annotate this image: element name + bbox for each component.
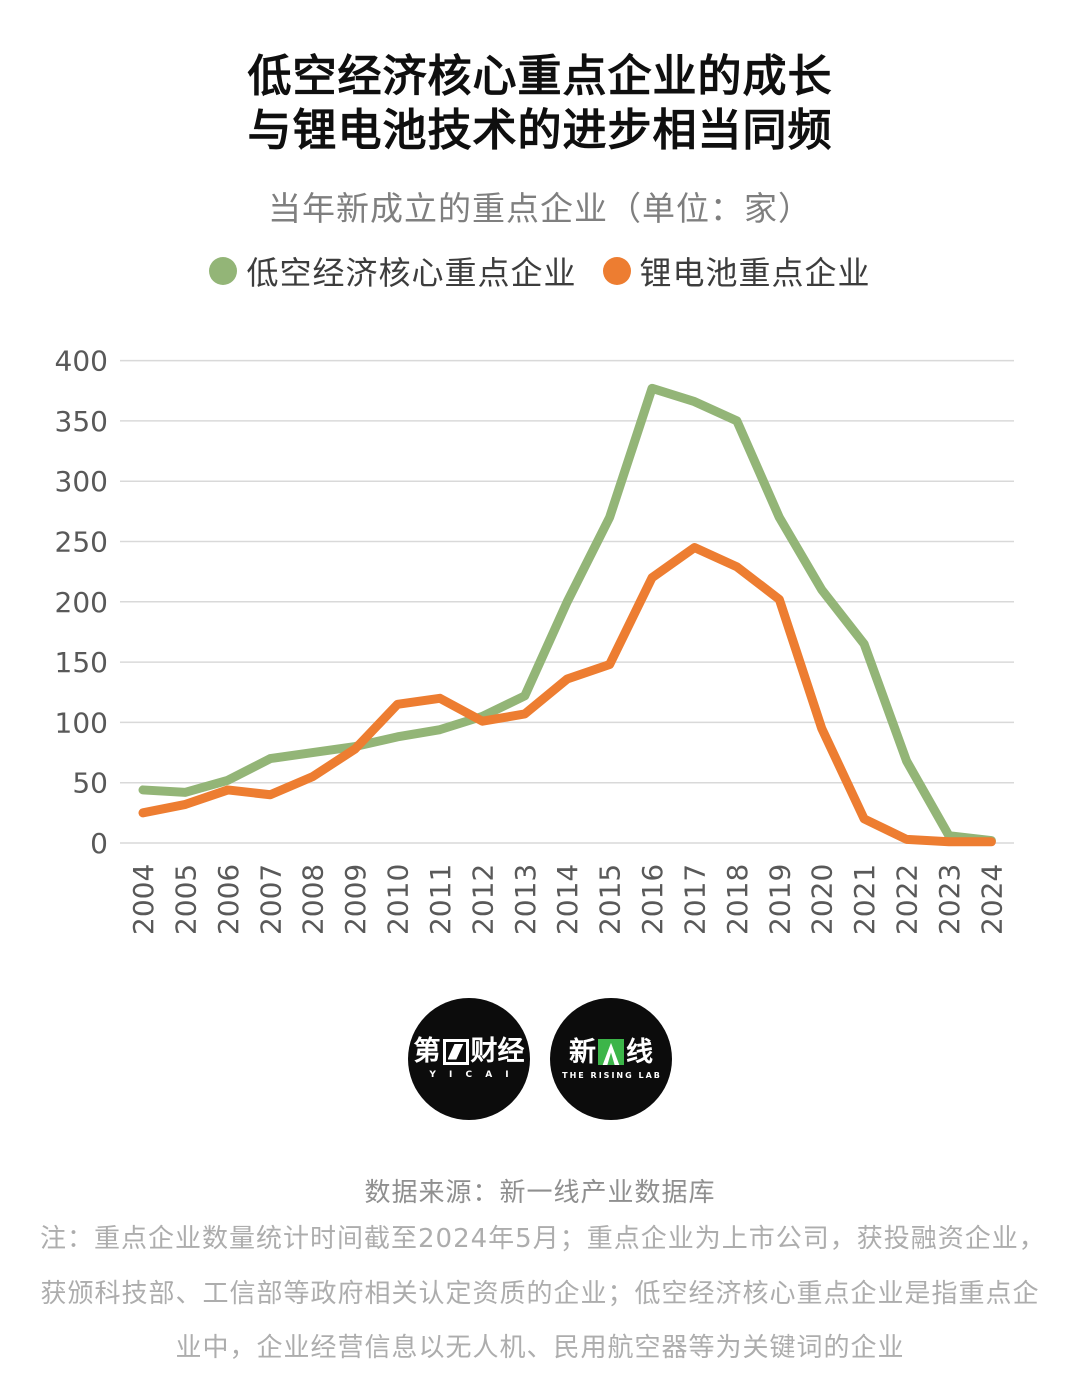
x-tick-label: 2019 [763, 864, 796, 935]
series-line-0 [138, 383, 996, 846]
legend-item-lithium: 锂电池重点企业 [602, 248, 871, 294]
yicai-logo: 第 财经 Y I C A I [408, 998, 530, 1120]
x-tick-label: 2005 [169, 864, 202, 935]
green-dot-icon [209, 257, 238, 285]
data-source: 数据来源：新一线产业数据库 [364, 1178, 716, 1208]
legend-label: 低空经济核心重点企业 [246, 254, 577, 292]
yicai-logo-text-left: 第 [413, 1036, 441, 1067]
x-tick-label: 2021 [848, 864, 881, 935]
x-tick-label: 2014 [551, 864, 584, 935]
yicai-logo-wordmark: 第 财经 [414, 1038, 525, 1065]
y-tick-label: 350 [55, 405, 108, 438]
rising-lab-logo: 新 线 THE RISING LAB [550, 998, 672, 1120]
y-tick-label: 400 [55, 345, 108, 378]
footnote-line: 业中，企业经营信息以无人机、民用航空器等为关键词的企业 [175, 1333, 905, 1364]
x-tick-label: 2010 [382, 864, 415, 935]
footnotes: 注：重点企业数量统计时间截至2024年5月；重点企业为上市公司，获投融资企业， … [40, 1212, 1046, 1376]
rising-lab-logo-text-right: 线 [626, 1036, 653, 1068]
x-tick-label: 2009 [339, 864, 372, 935]
x-tick-label: 2008 [297, 864, 330, 935]
yicai-logo-subtext: Y I C A I [429, 1070, 514, 1080]
footnote-line: 获颁科技部、工信部等政府相关认定资质的企业；低空经济核心重点企业是指重点企 [40, 1278, 1040, 1309]
orange-dot-icon [602, 257, 631, 285]
yicai-logo-text-right: 财经 [470, 1036, 525, 1067]
x-axis-labels: 2004 2005 2006 2007 2008 2009 2010 2011 2012 2013… [127, 864, 1008, 935]
publisher-logos: 第 财经 Y I C A I 新 线 THE RISING LAB [0, 998, 1080, 1120]
rising-lab-logo-wordmark: 新 线 [569, 1039, 653, 1066]
x-tick-label: 2007 [254, 864, 287, 935]
chart-legend: 低空经济核心重点企业 锂电池重点企业 [0, 248, 1080, 294]
x-tick-label: 2022 [891, 864, 924, 935]
legend-item-low-altitude: 低空经济核心重点企业 [209, 248, 576, 294]
y-tick-label: 100 [55, 706, 108, 739]
y-tick-label: 150 [55, 646, 108, 679]
series-line-1 [138, 543, 996, 847]
footnote-line: 注：重点企业数量统计时间截至2024年5月；重点企业为上市公司，获投融资企业， [40, 1224, 1046, 1254]
y-axis-labels: 0 50 100 150 200 250 300 350 400 [55, 345, 108, 860]
yicai-logo-mark-icon [442, 1038, 469, 1065]
y-tick-label: 0 [90, 827, 108, 860]
chart-title-line1: 低空经济核心重点企业的成长 [247, 51, 833, 102]
y-tick-label: 300 [55, 465, 108, 498]
chart-subtitle: 当年新成立的重点企业（单位：家） [268, 189, 812, 228]
y-tick-label: 200 [55, 586, 108, 619]
y-tick-label: 250 [55, 526, 108, 559]
x-tick-label: 2020 [806, 864, 839, 935]
rising-lab-logo-mark-icon [598, 1039, 624, 1065]
chart-title: 低空经济核心重点企业的成长 与锂电池技术的进步相当同频 [0, 50, 1080, 157]
x-tick-label: 2024 [975, 864, 1008, 935]
rising-lab-logo-text-left: 新 [569, 1036, 596, 1068]
x-tick-label: 2023 [933, 864, 966, 935]
x-tick-label: 2012 [466, 864, 499, 935]
x-tick-label: 2017 [678, 864, 711, 935]
x-tick-label: 2011 [424, 864, 457, 935]
x-tick-label: 2015 [594, 864, 627, 935]
x-tick-label: 2013 [509, 864, 542, 935]
line-chart: 0 50 100 150 200 250 300 350 400 2004 2005 2006 2007… [55, 345, 1014, 935]
legend-label: 锂电池重点企业 [639, 254, 871, 292]
rising-lab-logo-subtext: THE RISING LAB [562, 1070, 662, 1080]
x-tick-label: 2018 [721, 864, 754, 935]
x-tick-label: 2004 [127, 864, 160, 935]
y-tick-label: 50 [72, 767, 108, 800]
chart-title-line2: 与锂电池技术的进步相当同频 [247, 104, 833, 156]
x-tick-label: 2016 [636, 864, 669, 935]
chart-area: 0 50 100 150 200 250 300 350 400 2004 2005 2006 2007… [0, 320, 1080, 950]
x-tick-label: 2006 [212, 864, 245, 935]
